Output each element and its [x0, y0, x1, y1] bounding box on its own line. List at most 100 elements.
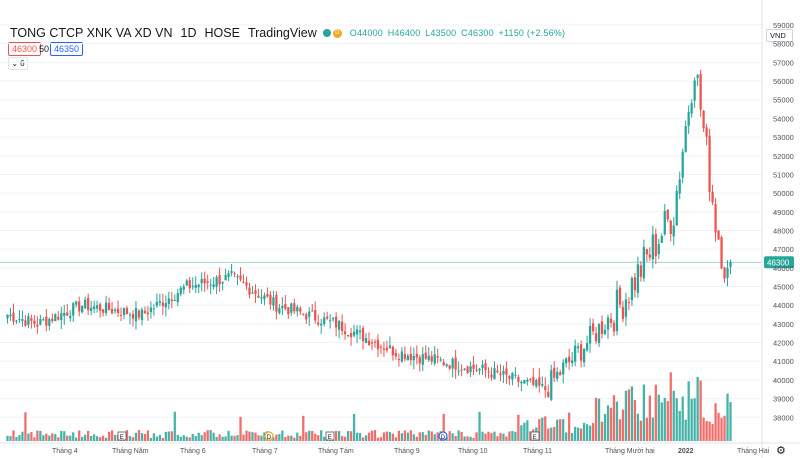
candle-body — [439, 359, 442, 361]
volume-bar — [690, 398, 693, 441]
volume-bar — [427, 430, 430, 441]
low-value: L43500 — [425, 28, 457, 38]
candle-body — [481, 364, 484, 369]
candle-body — [720, 237, 723, 269]
candle-body — [260, 297, 263, 299]
candle-body — [125, 308, 129, 315]
volume-bar — [230, 435, 233, 441]
candle-body — [579, 344, 583, 361]
volume-bar — [499, 433, 502, 441]
volume-bar — [714, 403, 717, 441]
volume-bar — [702, 417, 705, 441]
volume-bar — [101, 435, 105, 441]
candle-body — [349, 333, 353, 338]
volume-bar — [406, 432, 409, 441]
candle-body — [143, 310, 147, 314]
volume-bar — [415, 436, 418, 441]
volume-bar — [224, 436, 227, 441]
candle-body — [409, 353, 412, 361]
candle-body — [553, 367, 556, 378]
candle-body — [18, 319, 21, 321]
volume-bar — [442, 413, 445, 441]
volume-bar — [729, 402, 732, 441]
exchange-label: HOSE — [204, 26, 240, 40]
volume-bar — [42, 435, 45, 441]
candle-body — [514, 374, 517, 376]
candle-body — [505, 368, 508, 375]
candle-body — [352, 331, 356, 336]
candle-body — [66, 312, 69, 316]
candle-body — [146, 312, 150, 315]
volume-bar — [200, 435, 203, 441]
candle-body — [290, 303, 293, 313]
candle-body — [529, 379, 532, 381]
buy-price-button[interactable]: 46350 — [50, 42, 84, 56]
volume-bar — [75, 437, 78, 441]
volume-bar — [660, 402, 663, 441]
volume-bar — [463, 436, 466, 441]
volume-bar — [140, 433, 144, 441]
candle-body — [496, 370, 499, 373]
candle-body — [254, 290, 257, 294]
volume-bar — [591, 423, 595, 441]
candle-body — [538, 377, 541, 386]
volume-bar — [615, 401, 619, 441]
volume-bar — [317, 435, 320, 441]
sell-price-button[interactable]: 46300 — [8, 42, 42, 56]
indicators-toggle[interactable]: ⌄ 6 — [8, 57, 28, 70]
volume-bar — [600, 421, 604, 441]
candle-body — [705, 127, 708, 137]
volume-bar — [397, 430, 401, 441]
volume-bar — [687, 381, 690, 441]
volume-bar — [221, 436, 224, 441]
candle-body — [343, 331, 347, 335]
volume-bar — [394, 437, 398, 441]
candle-body — [523, 380, 526, 384]
open-value: O44000 — [349, 28, 383, 38]
volume-bar — [409, 430, 412, 441]
gear-icon[interactable]: ⚙ — [776, 445, 786, 457]
event-marker-label: D — [441, 435, 446, 441]
candle-body — [287, 307, 290, 315]
candle-body — [526, 379, 529, 382]
volume-bar — [723, 415, 726, 441]
candle-body — [149, 307, 153, 313]
candle-body — [517, 376, 520, 382]
candle-body — [215, 277, 218, 287]
volume-bar — [672, 390, 675, 441]
volume-bar — [84, 434, 87, 441]
volume-bar — [421, 432, 424, 441]
volume-bar — [78, 430, 81, 441]
volume-bar — [355, 432, 359, 441]
volume-bar — [562, 419, 565, 441]
candle-body — [78, 301, 81, 312]
candle-body — [302, 313, 305, 315]
volume-bar — [466, 436, 469, 441]
candle-body — [421, 354, 424, 365]
volume-bar — [191, 433, 194, 441]
candle-body — [72, 303, 75, 316]
candle-body — [90, 307, 93, 311]
interval-label[interactable]: 1D — [180, 26, 197, 40]
candle-body — [15, 320, 18, 322]
candle-body — [535, 380, 538, 387]
candle-body — [239, 275, 242, 280]
candle-body — [272, 297, 275, 306]
volume-bar — [370, 430, 374, 441]
volume-bar — [60, 431, 63, 441]
volume-bar — [275, 434, 278, 441]
status-dots: D — [322, 28, 342, 38]
chart-grid — [0, 24, 762, 418]
candle-body — [487, 371, 490, 373]
candle-body — [571, 360, 574, 364]
candle-body — [397, 359, 401, 361]
volume-bar — [609, 407, 613, 441]
volume-bar — [296, 432, 299, 441]
volume-bar — [424, 434, 427, 441]
currency-selector[interactable]: VND — [766, 29, 793, 42]
volume-bar — [254, 432, 257, 441]
volume-bar — [505, 436, 508, 441]
symbol-name[interactable]: TONG CTCP XNK VA XD VN — [10, 26, 173, 40]
candle-body — [415, 353, 418, 358]
